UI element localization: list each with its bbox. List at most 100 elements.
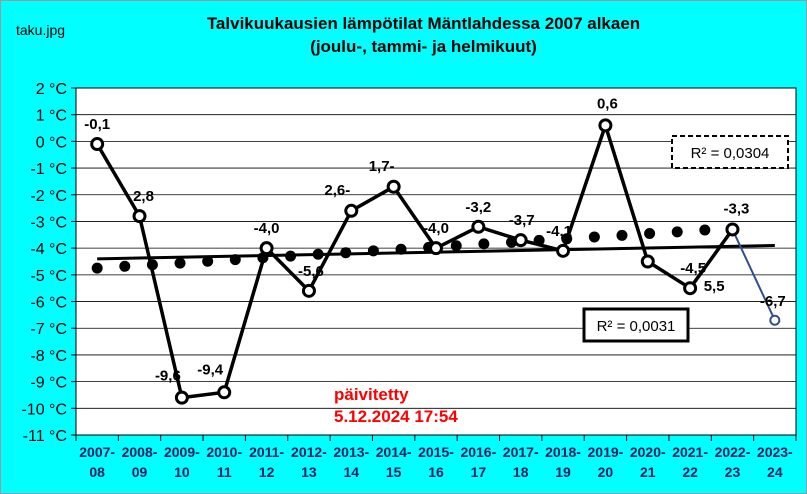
x-tick-label: 2010- [206, 444, 242, 460]
data-label: 2,6- [324, 182, 350, 199]
trend-dot [699, 224, 711, 236]
data-point [513, 233, 528, 248]
data-label: -3,3 [724, 200, 750, 217]
x-tick-label: 2011- [249, 444, 284, 460]
y-tick-label: -11 °C [23, 428, 67, 445]
trend-dot [91, 262, 103, 274]
x-tick-label: 22 [682, 464, 698, 480]
data-point [217, 385, 232, 400]
x-tick-label: 2021- [672, 444, 708, 460]
trend-dot [450, 240, 462, 252]
x-tick-label: 2018- [545, 444, 581, 460]
r2-label-upper: R² = 0,0304 [691, 145, 770, 162]
data-point [429, 241, 443, 256]
data-point [174, 390, 189, 405]
x-tick-label: 24 [767, 464, 783, 480]
data-label: 0,6 [597, 95, 618, 112]
series-line [95, 123, 776, 400]
data-point [598, 118, 613, 133]
x-tick-label: 2009- [164, 444, 200, 460]
r2-box-lower: R² = 0,0031 [582, 307, 690, 343]
data-label: -4,5 [680, 260, 706, 277]
series-path [95, 123, 734, 400]
x-tick-label: 18 [513, 464, 529, 480]
trend-dot [340, 247, 352, 259]
x-tick-label: 2016- [460, 444, 496, 460]
y-tick-label: -3 °C [30, 214, 67, 231]
x-tick-label: 19 [555, 464, 571, 480]
data-label: 2,8 [133, 188, 154, 205]
data-points [90, 118, 781, 405]
chart-title: Talvikuukausien lämpötilat Mäntlahdessa … [206, 14, 641, 33]
y-tick-label: -2 °C [30, 188, 67, 205]
data-point [90, 137, 105, 152]
data-point [725, 222, 740, 237]
x-tick-label: 2020- [630, 444, 666, 460]
data-point [386, 179, 401, 194]
trend-dot [478, 238, 490, 250]
latest-segment [731, 229, 776, 321]
data-label: -9,4 [197, 361, 224, 378]
x-tick-label: 14 [344, 464, 360, 480]
data-point [259, 241, 274, 256]
x-tick-label: 2007- [79, 444, 115, 460]
data-point [471, 219, 486, 234]
trend-dot [202, 255, 214, 267]
y-tick-label: 0 °C [36, 134, 67, 151]
data-point [640, 254, 655, 269]
trend-dot [616, 229, 628, 241]
y-tick-label: -5 °C [30, 268, 67, 285]
data-point [344, 203, 359, 218]
update-timestamp: päivitetty 5.12.2024 17:54 [334, 384, 458, 428]
x-tick-label: 2015- [418, 444, 454, 460]
y-tick-label: 1 °C [36, 108, 67, 125]
y-axis-ticks: 2 °C 1 °C 0 °C -1 °C -2 °C -3 °C -4 °C -5 °C -6 … [21, 81, 76, 445]
data-label: -0,1 [84, 116, 110, 133]
data-label: -3,7 [509, 212, 535, 229]
chart-subtitle: (joulu-, tammi- ja helmikuut) [310, 37, 537, 56]
trend-dot [174, 257, 186, 269]
x-tick-label: 10 [174, 464, 190, 480]
x-tick-label: 16 [428, 464, 444, 480]
x-tick-label: 11 [217, 464, 232, 480]
x-tick-label: 2023- [757, 444, 793, 460]
x-tick-label: 2014- [376, 444, 412, 460]
x-tick-label: 15 [386, 464, 402, 480]
y-tick-label: -6 °C [30, 295, 67, 312]
data-label: -4,0 [254, 220, 280, 237]
data-label: -3,2 [465, 199, 491, 216]
trend-dot [312, 248, 324, 260]
y-tick-label: -10 °C [21, 401, 67, 418]
x-tick-label: 2008- [122, 444, 158, 460]
x-tick-label: 2019- [588, 444, 624, 460]
r2-label-lower: R² = 0,0031 [597, 318, 676, 335]
trend-dot [367, 245, 379, 257]
data-label: -5,6 [298, 263, 324, 280]
x-tick-label: 20 [598, 464, 614, 480]
data-label-extra: 5,5 [704, 278, 725, 295]
x-tick-label: 21 [640, 464, 656, 480]
data-point [301, 283, 316, 298]
data-point [769, 314, 781, 326]
trend-dot [671, 226, 683, 238]
y-tick-label: -7 °C [30, 321, 67, 338]
y-tick-label: -4 °C [30, 241, 67, 258]
y-tick-label: -8 °C [30, 348, 67, 365]
r2-box-upper: R² = 0,0304 [671, 135, 789, 169]
y-tick-label: 2 °C [36, 81, 67, 98]
data-label: -6,7 [760, 293, 786, 310]
x-tick-label: 17 [471, 464, 487, 480]
trend-dot [588, 231, 600, 243]
update-time: 5.12.2024 17:54 [334, 407, 458, 426]
data-point [556, 243, 571, 258]
data-point [683, 281, 698, 296]
x-tick-label: 08 [89, 464, 105, 480]
x-tick-label: 2012- [291, 444, 327, 460]
x-tick-label: 23 [725, 464, 741, 480]
x-axis-ticks: 2007- 08 2008- 09 2009- 10 2010- 11 2011- 12 2012-… [75, 435, 797, 480]
data-label: -9,6 [155, 368, 181, 385]
trend-dot [395, 243, 407, 255]
trend-dot [119, 260, 131, 272]
x-tick-label: 2013- [333, 444, 369, 460]
